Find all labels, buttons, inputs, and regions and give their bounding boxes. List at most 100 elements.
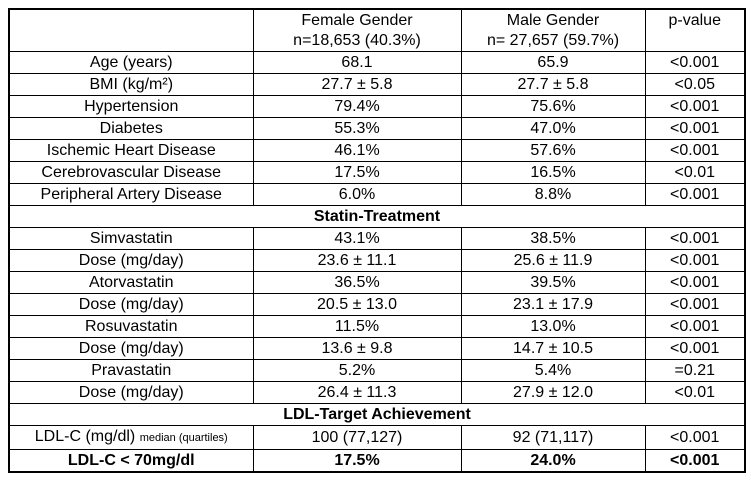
p-value-cell: <0.001	[644, 51, 746, 74]
male-value: 92 (71,117)	[460, 425, 646, 450]
male-gender-count: n= 27,657 (59.7%)	[486, 32, 620, 49]
row-label: LDL-C (mg/dl) median (quartiles)	[8, 425, 254, 450]
table-row-rosuvastatin: Rosuvastatin 11.5% 13.0% <0.001	[8, 315, 746, 338]
male-value: 25.6 ± 11.9	[460, 249, 646, 272]
p-value-cell: <0.001	[644, 95, 746, 118]
male-value: 38.5%	[460, 227, 646, 250]
header-male-gender: Male Gender n= 27,657 (59.7%)	[460, 8, 646, 52]
p-value-cell: <0.01	[644, 381, 746, 404]
row-label: LDL-C < 70mg/dl	[8, 449, 254, 473]
female-value: 46.1%	[252, 139, 462, 162]
female-value: 27.7 ± 5.8	[252, 73, 462, 96]
row-label: Dose (mg/day)	[8, 381, 254, 404]
table-row-diabetes: Diabetes 55.3% 47.0% <0.001	[8, 117, 746, 140]
p-value-cell: =0.21	[644, 359, 746, 382]
section-title: Statin-Treatment	[8, 205, 746, 228]
male-value: 23.1 ± 17.9	[460, 293, 646, 316]
female-value: 79.4%	[252, 95, 462, 118]
female-gender-title: Female Gender	[301, 12, 413, 29]
section-title: LDL-Target Achievement	[8, 403, 746, 426]
table-row-bmi: BMI (kg/m²) 27.7 ± 5.8 27.7 ± 5.8 <0.05	[8, 73, 746, 96]
male-value: 65.9	[460, 51, 646, 74]
male-value: 75.6%	[460, 95, 646, 118]
patient-characteristics-table: Female Gender n=18,653 (40.3%) Male Gend…	[8, 8, 746, 473]
male-value: 13.0%	[460, 315, 646, 338]
table-row-peripheral-artery-disease: Peripheral Artery Disease 6.0% 8.8% <0.0…	[8, 183, 746, 206]
table-row-ldl-c-below-70: LDL-C < 70mg/dl 17.5% 24.0% <0.001	[8, 449, 746, 473]
female-value: 17.5%	[252, 449, 462, 473]
ldl-c-label-suffix: median (quartiles)	[139, 432, 228, 444]
p-value-cell: <0.05	[644, 73, 746, 96]
male-value: 27.9 ± 12.0	[460, 381, 646, 404]
table-row-atorvastatin: Atorvastatin 36.5% 39.5% <0.001	[8, 271, 746, 294]
p-value-cell: <0.001	[644, 183, 746, 206]
p-value-cell: <0.001	[644, 271, 746, 294]
female-value: 68.1	[252, 51, 462, 74]
p-value-cell: <0.001	[644, 337, 746, 360]
male-value: 8.8%	[460, 183, 646, 206]
male-value: 57.6%	[460, 139, 646, 162]
p-value-label: p-value	[668, 12, 721, 29]
row-label: Rosuvastatin	[8, 315, 254, 338]
female-value: 43.1%	[252, 227, 462, 250]
table-row-pravastatin-dose: Dose (mg/day) 26.4 ± 11.3 27.9 ± 12.0 <0…	[8, 381, 746, 404]
table-row-simvastatin: Simvastatin 43.1% 38.5% <0.001	[8, 227, 746, 250]
table-row-age: Age (years) 68.1 65.9 <0.001	[8, 51, 746, 74]
row-label: Dose (mg/day)	[8, 337, 254, 360]
male-value: 47.0%	[460, 117, 646, 140]
row-label: Peripheral Artery Disease	[8, 183, 254, 206]
female-value: 23.6 ± 11.1	[252, 249, 462, 272]
female-gender-count: n=18,653 (40.3%)	[293, 32, 421, 49]
male-value: 14.7 ± 10.5	[460, 337, 646, 360]
row-label: Simvastatin	[8, 227, 254, 250]
female-value: 5.2%	[252, 359, 462, 382]
row-label: Diabetes	[8, 117, 254, 140]
female-value: 55.3%	[252, 117, 462, 140]
header-empty-cell	[8, 8, 254, 52]
male-value: 16.5%	[460, 161, 646, 184]
female-value: 20.5 ± 13.0	[252, 293, 462, 316]
female-value: 36.5%	[252, 271, 462, 294]
row-label: Pravastatin	[8, 359, 254, 382]
p-value-cell: <0.01	[644, 161, 746, 184]
p-value-cell: <0.001	[644, 425, 746, 450]
row-label: Hypertension	[8, 95, 254, 118]
table-row-rosuvastatin-dose: Dose (mg/day) 13.6 ± 9.8 14.7 ± 10.5 <0.…	[8, 337, 746, 360]
table-row-hypertension: Hypertension 79.4% 75.6% <0.001	[8, 95, 746, 118]
table-row-ldl-c-median: LDL-C (mg/dl) median (quartiles) 100 (77…	[8, 425, 746, 450]
table-row-ischemic-heart-disease: Ischemic Heart Disease 46.1% 57.6% <0.00…	[8, 139, 746, 162]
p-value-cell: <0.001	[644, 139, 746, 162]
p-value-cell: <0.001	[644, 117, 746, 140]
female-value: 11.5%	[252, 315, 462, 338]
female-value: 13.6 ± 9.8	[252, 337, 462, 360]
p-value-cell: <0.001	[644, 293, 746, 316]
header-female-gender: Female Gender n=18,653 (40.3%)	[252, 8, 462, 52]
p-value-cell: <0.001	[644, 249, 746, 272]
male-value: 39.5%	[460, 271, 646, 294]
male-gender-title: Male Gender	[506, 12, 600, 29]
row-label: BMI (kg/m²)	[8, 73, 254, 96]
row-label: Age (years)	[8, 51, 254, 74]
male-value: 24.0%	[460, 449, 646, 473]
ldl-c-label: LDL-C (mg/dl)	[34, 428, 136, 445]
table-row-simvastatin-dose: Dose (mg/day) 23.6 ± 11.1 25.6 ± 11.9 <0…	[8, 249, 746, 272]
row-label: Atorvastatin	[8, 271, 254, 294]
section-row-ldl-target-achievement: LDL-Target Achievement	[8, 403, 746, 426]
row-label: Ischemic Heart Disease	[8, 139, 254, 162]
female-value: 26.4 ± 11.3	[252, 381, 462, 404]
row-label: Dose (mg/day)	[8, 293, 254, 316]
table-row-atorvastatin-dose: Dose (mg/day) 20.5 ± 13.0 23.1 ± 17.9 <0…	[8, 293, 746, 316]
row-label: Cerebrovascular Disease	[8, 161, 254, 184]
female-value: 6.0%	[252, 183, 462, 206]
table-row-pravastatin: Pravastatin 5.2% 5.4% =0.21	[8, 359, 746, 382]
female-value: 100 (77,127)	[252, 425, 462, 450]
male-value: 27.7 ± 5.8	[460, 73, 646, 96]
table-row-cerebrovascular-disease: Cerebrovascular Disease 17.5% 16.5% <0.0…	[8, 161, 746, 184]
section-row-statin-treatment: Statin-Treatment	[8, 205, 746, 228]
p-value-cell: <0.001	[644, 449, 746, 473]
p-value-cell: <0.001	[644, 227, 746, 250]
p-value-cell: <0.001	[644, 315, 746, 338]
male-value: 5.4%	[460, 359, 646, 382]
header-p-value: p-value	[644, 8, 746, 52]
